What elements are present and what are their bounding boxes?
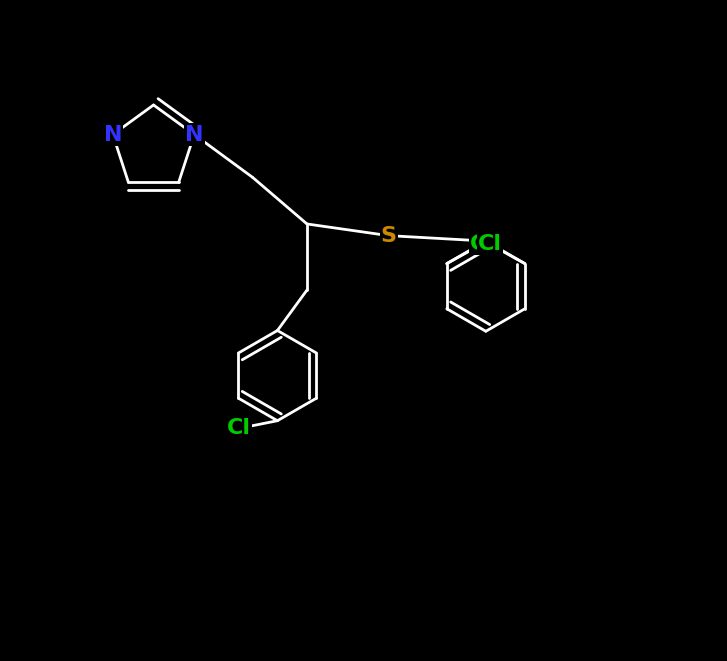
Text: Cl: Cl <box>227 418 251 438</box>
Text: Cl: Cl <box>478 234 502 254</box>
Text: N: N <box>185 124 204 145</box>
Text: S: S <box>381 225 397 246</box>
Text: Cl: Cl <box>470 234 494 254</box>
Text: N: N <box>104 124 122 145</box>
